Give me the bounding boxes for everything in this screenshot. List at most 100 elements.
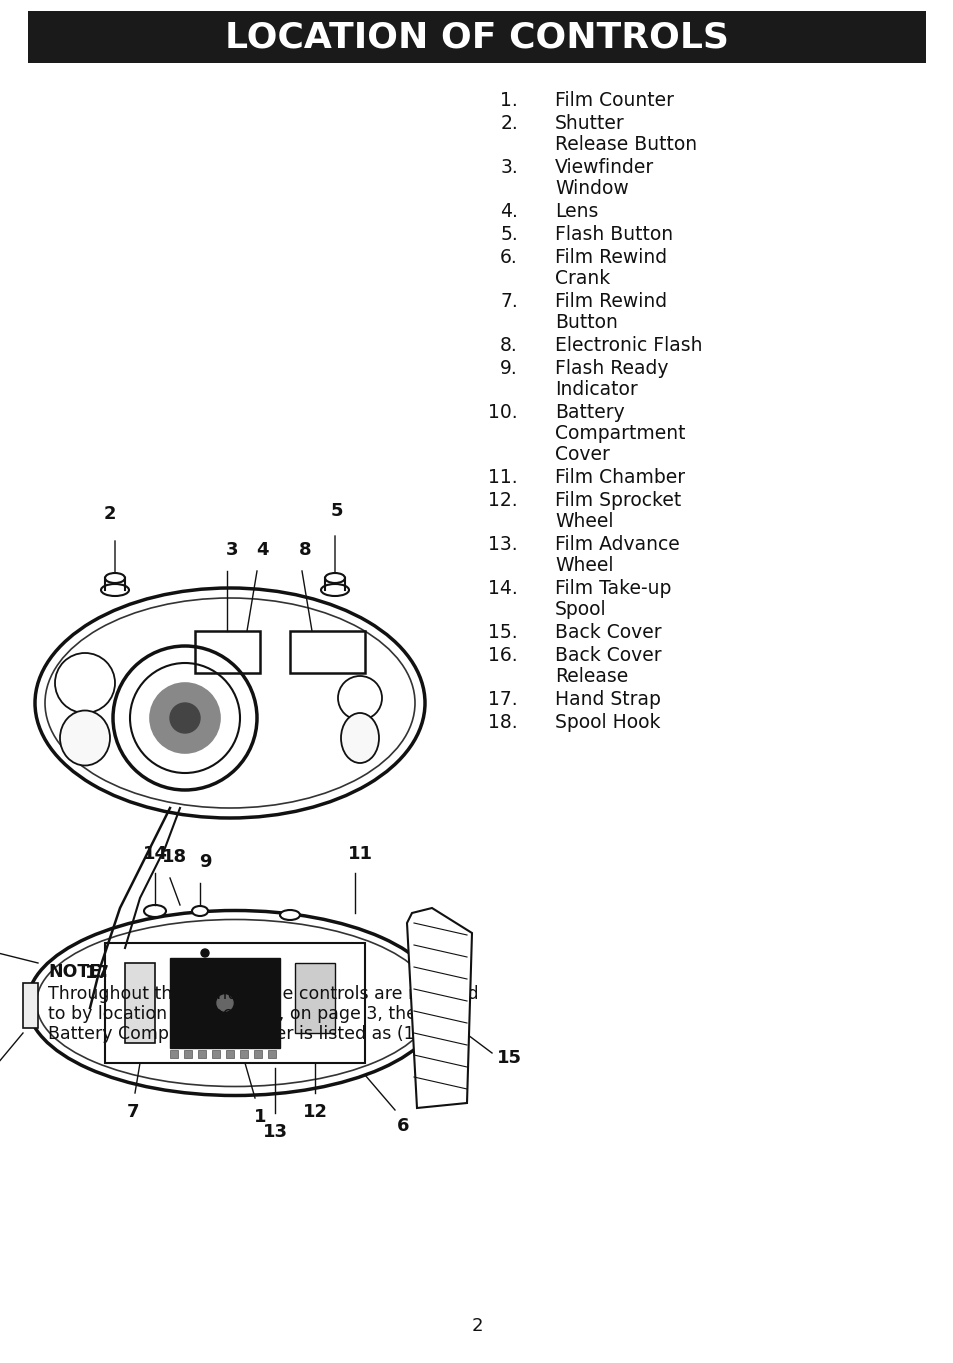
Bar bbox=[240, 1050, 248, 1058]
Bar bbox=[268, 1050, 275, 1058]
Text: 18: 18 bbox=[162, 848, 188, 866]
Text: 2: 2 bbox=[471, 1317, 482, 1334]
Text: 1: 1 bbox=[253, 1108, 266, 1126]
Circle shape bbox=[216, 995, 233, 1011]
Text: Shutter: Shutter bbox=[555, 114, 624, 134]
Bar bbox=[184, 1050, 192, 1058]
Text: Back Cover: Back Cover bbox=[555, 623, 661, 642]
Circle shape bbox=[201, 949, 209, 957]
Text: 5: 5 bbox=[331, 502, 343, 521]
Text: Button: Button bbox=[555, 313, 618, 333]
Circle shape bbox=[170, 703, 200, 733]
Text: 8: 8 bbox=[298, 541, 311, 559]
Text: 6.: 6. bbox=[499, 248, 517, 267]
Text: Film Sprocket: Film Sprocket bbox=[555, 491, 680, 510]
Text: Film Counter: Film Counter bbox=[555, 91, 673, 110]
Text: Viewfinder: Viewfinder bbox=[555, 158, 654, 177]
Text: 16.: 16. bbox=[488, 646, 517, 665]
Text: Cover: Cover bbox=[555, 444, 609, 463]
Text: 17.: 17. bbox=[488, 690, 517, 709]
Text: Film Chamber: Film Chamber bbox=[555, 468, 684, 487]
Text: 2.: 2. bbox=[499, 114, 517, 134]
Text: Window: Window bbox=[555, 179, 628, 198]
Text: 17: 17 bbox=[85, 964, 110, 981]
Text: 12: 12 bbox=[302, 1103, 327, 1120]
Text: 11: 11 bbox=[347, 845, 372, 863]
Text: Flash Button: Flash Button bbox=[555, 225, 673, 244]
Text: LOCATION OF CONTROLS: LOCATION OF CONTROLS bbox=[225, 20, 728, 55]
Text: Throughout the manual, the controls are referred: Throughout the manual, the controls are … bbox=[48, 985, 478, 1003]
Text: 4: 4 bbox=[255, 541, 268, 559]
Text: Wheel: Wheel bbox=[555, 512, 613, 532]
Text: 7.: 7. bbox=[499, 292, 517, 311]
Text: 13: 13 bbox=[262, 1123, 287, 1141]
Text: 1.: 1. bbox=[499, 91, 517, 110]
Text: Film Rewind: Film Rewind bbox=[555, 292, 666, 311]
Text: Flash Ready: Flash Ready bbox=[555, 358, 668, 378]
Text: 7: 7 bbox=[127, 1103, 139, 1120]
Text: Compartment: Compartment bbox=[555, 424, 685, 443]
Text: Film Advance: Film Advance bbox=[555, 536, 679, 553]
Ellipse shape bbox=[35, 587, 424, 818]
Text: 3.: 3. bbox=[499, 158, 517, 177]
Text: Electronic Flash: Electronic Flash bbox=[555, 337, 701, 354]
Text: Spool: Spool bbox=[555, 600, 606, 619]
Bar bbox=[28, 11, 925, 63]
Text: Film Take-up: Film Take-up bbox=[555, 579, 671, 598]
Text: 4.: 4. bbox=[499, 202, 517, 221]
Text: Wheel: Wheel bbox=[555, 556, 613, 575]
Text: 18.: 18. bbox=[488, 713, 517, 732]
Text: 3: 3 bbox=[226, 541, 238, 559]
Text: Indicator: Indicator bbox=[555, 380, 638, 399]
Text: 11.: 11. bbox=[488, 468, 517, 487]
Ellipse shape bbox=[320, 583, 349, 596]
Text: Hand Strap: Hand Strap bbox=[555, 690, 660, 709]
Text: 13.: 13. bbox=[488, 536, 517, 553]
Ellipse shape bbox=[325, 572, 345, 583]
Text: 15: 15 bbox=[497, 1050, 521, 1067]
Bar bbox=[212, 1050, 220, 1058]
Text: Release Button: Release Button bbox=[555, 135, 697, 154]
Text: 9.: 9. bbox=[499, 358, 517, 378]
Ellipse shape bbox=[28, 910, 442, 1096]
Bar bbox=[105, 943, 365, 1063]
Bar bbox=[198, 1050, 206, 1058]
Text: Spool Hook: Spool Hook bbox=[555, 713, 659, 732]
Ellipse shape bbox=[280, 910, 299, 920]
Bar bbox=[253, 1050, 262, 1058]
Text: Battery: Battery bbox=[555, 403, 624, 423]
Bar bbox=[294, 964, 335, 1033]
Ellipse shape bbox=[105, 572, 125, 583]
Text: 8.: 8. bbox=[499, 337, 517, 354]
Ellipse shape bbox=[101, 583, 129, 596]
Text: Film Rewind: Film Rewind bbox=[555, 248, 666, 267]
Text: Release: Release bbox=[555, 667, 628, 686]
Bar bbox=[194, 631, 260, 673]
Circle shape bbox=[150, 683, 220, 752]
Text: 2: 2 bbox=[104, 506, 116, 523]
Bar bbox=[170, 958, 280, 1048]
Text: 9: 9 bbox=[198, 853, 211, 871]
Ellipse shape bbox=[340, 713, 378, 763]
Text: 6: 6 bbox=[396, 1118, 409, 1135]
Text: 10.: 10. bbox=[488, 403, 517, 423]
Text: Back Cover: Back Cover bbox=[555, 646, 661, 665]
Text: Lens: Lens bbox=[555, 202, 598, 221]
Ellipse shape bbox=[192, 906, 208, 916]
Ellipse shape bbox=[144, 905, 166, 917]
Bar bbox=[125, 964, 154, 1043]
Ellipse shape bbox=[60, 710, 110, 766]
Text: to by location number; i.e., on page 3, the: to by location number; i.e., on page 3, … bbox=[48, 1005, 416, 1024]
Bar bbox=[23, 983, 38, 1028]
Text: 12.: 12. bbox=[488, 491, 517, 510]
Bar bbox=[170, 1050, 178, 1058]
Bar bbox=[226, 1050, 233, 1058]
Text: 14: 14 bbox=[142, 845, 168, 863]
Text: 5.: 5. bbox=[499, 225, 517, 244]
Bar bbox=[290, 631, 365, 673]
Text: 14.: 14. bbox=[488, 579, 517, 598]
Polygon shape bbox=[407, 908, 472, 1108]
Text: 15.: 15. bbox=[488, 623, 517, 642]
Text: Crank: Crank bbox=[555, 269, 610, 288]
Text: NOTE:: NOTE: bbox=[48, 964, 108, 981]
